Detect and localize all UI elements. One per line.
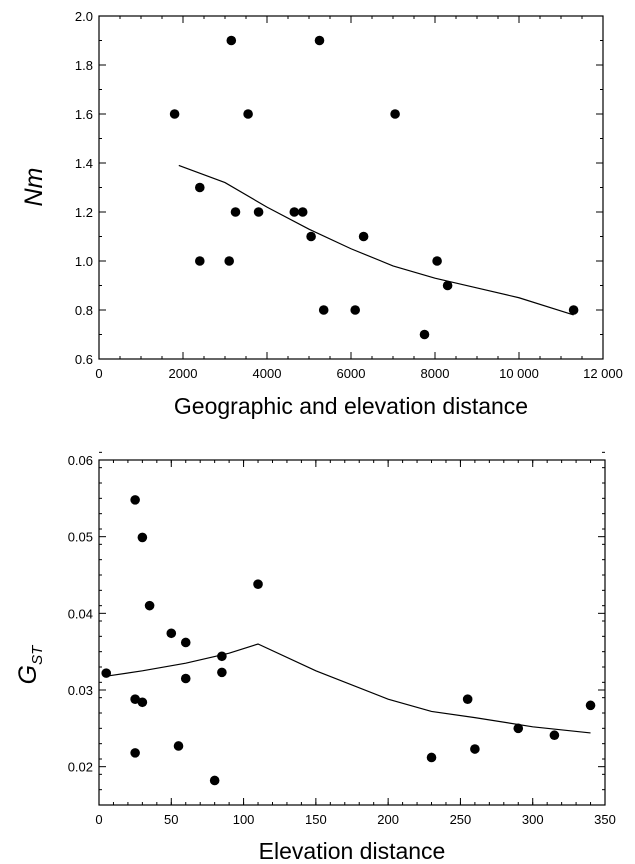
data-point xyxy=(195,256,205,266)
data-point xyxy=(549,730,560,741)
data-point xyxy=(358,231,369,242)
x-tick-label: 50 xyxy=(164,812,178,827)
data-point xyxy=(226,35,237,46)
tick-labels-nm: 0 2000 4000 6000 8000 10 000 12 000 0.6 … xyxy=(75,9,623,381)
data-point xyxy=(217,651,227,662)
data-point xyxy=(390,109,400,119)
data-point xyxy=(442,280,453,291)
x-tick-label: 200 xyxy=(377,812,399,827)
data-point xyxy=(585,700,596,711)
y-tick-label: 0.8 xyxy=(75,303,93,318)
data-point xyxy=(243,109,253,119)
data-point xyxy=(470,744,480,754)
data-point xyxy=(513,723,524,734)
axis-ticks-gst xyxy=(98,451,606,806)
data-point xyxy=(568,305,579,315)
data-point xyxy=(230,207,241,217)
tick-labels-gst: 0 50 100 150 200 250 300 350 0.02 0.03 0… xyxy=(68,453,616,827)
x-tick-label: 100 xyxy=(233,812,255,827)
x-tick-label: 10 000 xyxy=(499,366,539,381)
data-point xyxy=(130,495,140,505)
y-tick-label: 2.0 xyxy=(75,9,93,24)
x-tick-label: 12 000 xyxy=(583,366,623,381)
data-points-nm xyxy=(169,35,579,340)
data-point xyxy=(224,256,234,266)
y-tick-label: 0.04 xyxy=(68,606,93,621)
data-point xyxy=(209,775,220,786)
trend-line-gst xyxy=(106,643,591,734)
chart-gst: 0 50 100 150 200 250 300 350 0.02 0.03 0… xyxy=(14,451,616,864)
y-tick-label: 1.0 xyxy=(75,254,93,269)
plot-frame-nm xyxy=(98,15,604,360)
data-point xyxy=(144,600,155,611)
data-point xyxy=(137,532,148,543)
data-point xyxy=(314,35,325,46)
data-point xyxy=(462,694,473,704)
y-axis-label-main: G xyxy=(14,665,42,684)
data-point xyxy=(419,329,430,340)
x-tick-label: 6000 xyxy=(337,366,366,381)
data-point xyxy=(180,637,191,648)
data-point xyxy=(169,109,180,119)
data-point xyxy=(166,628,177,639)
y-tick-label: 0.06 xyxy=(68,453,93,468)
data-point xyxy=(318,305,329,315)
data-point xyxy=(173,741,184,751)
x-tick-label: 4000 xyxy=(253,366,282,381)
x-tick-label: 150 xyxy=(305,812,327,827)
data-point xyxy=(289,207,300,217)
y-tick-label: 0.05 xyxy=(68,530,93,545)
data-point xyxy=(253,207,264,217)
data-point xyxy=(217,667,227,678)
data-point xyxy=(306,231,316,242)
x-tick-label: 350 xyxy=(594,812,616,827)
data-point xyxy=(195,182,205,193)
y-tick-label: 1.2 xyxy=(75,205,93,220)
y-tick-label: 0.02 xyxy=(68,760,93,775)
plot-frame-gst xyxy=(98,459,606,806)
data-point xyxy=(130,694,140,704)
data-point xyxy=(137,697,148,708)
x-tick-label: 250 xyxy=(450,812,472,827)
y-tick-label: 0.6 xyxy=(75,352,93,367)
y-tick-label: 1.4 xyxy=(75,156,93,171)
x-tick-label: 0 xyxy=(95,812,102,827)
y-axis-label-gst: GST xyxy=(14,644,46,684)
y-tick-label: 1.8 xyxy=(75,58,93,73)
x-tick-label: 8000 xyxy=(421,366,450,381)
data-point xyxy=(297,207,308,217)
y-tick-label: 1.6 xyxy=(75,107,93,122)
data-point xyxy=(432,256,442,266)
x-axis-label-nm: Geographic and elevation distance xyxy=(174,393,528,419)
data-points-gst xyxy=(101,495,596,786)
y-axis-label-nm: Nm xyxy=(20,168,48,207)
x-tick-label: 2000 xyxy=(169,366,198,381)
data-point xyxy=(350,305,361,315)
x-axis-label-gst: Elevation distance xyxy=(259,838,446,864)
y-axis-label-subscript: ST xyxy=(29,644,46,665)
chart-nm: 0 2000 4000 6000 8000 10 000 12 000 0.6 … xyxy=(20,9,623,419)
axis-ticks-nm xyxy=(98,15,604,360)
x-tick-label: 300 xyxy=(522,812,544,827)
data-point xyxy=(180,673,191,684)
x-tick-label: 0 xyxy=(95,366,102,381)
y-tick-label: 0.03 xyxy=(68,683,93,698)
data-point xyxy=(130,748,140,758)
data-point xyxy=(101,668,112,678)
data-point xyxy=(426,752,437,763)
data-point xyxy=(253,579,263,589)
trend-line-nm xyxy=(178,164,574,316)
